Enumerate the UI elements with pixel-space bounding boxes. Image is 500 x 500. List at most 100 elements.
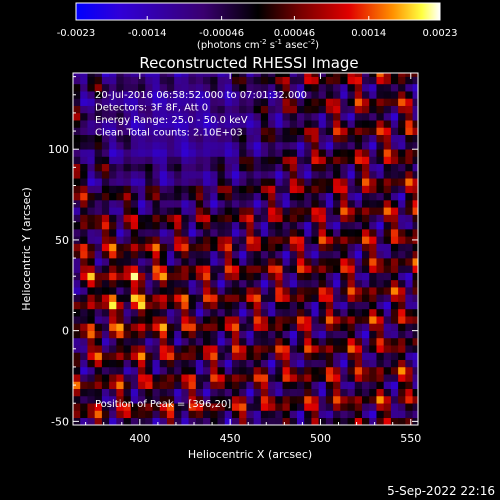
heatmap-cell: [405, 410, 413, 419]
heatmap-cell: [210, 200, 218, 208]
heatmap-cell: [231, 250, 240, 259]
heatmap-cell: [130, 308, 139, 317]
heatmap-cell: [109, 98, 117, 106]
heatmap-cell: [362, 229, 370, 237]
heatmap-cell: [275, 417, 283, 425]
heatmap-cell: [152, 323, 161, 331]
heatmap-cell: [123, 410, 132, 419]
heatmap-cell: [145, 192, 153, 201]
heatmap-cell: [325, 73, 334, 77]
heatmap-cell: [138, 352, 146, 360]
heatmap-cell: [224, 279, 233, 288]
heatmap-cell: [311, 243, 319, 252]
heatmap-cell: [369, 149, 377, 157]
heatmap-cell: [181, 149, 189, 157]
heatmap-cell: [188, 308, 197, 317]
heatmap-cell: [304, 243, 312, 252]
heatmap-cell: [383, 243, 392, 252]
heatmap-cell: [101, 403, 110, 411]
heatmap-cell: [268, 359, 276, 368]
heatmap-cell: [260, 200, 269, 208]
heatmap-cell: [174, 112, 182, 121]
heatmap-cell: [101, 149, 110, 157]
heatmap-cell: [239, 359, 247, 368]
heatmap-cell: [224, 359, 233, 368]
heatmap-cell: [347, 91, 356, 99]
heatmap-cell: [101, 316, 110, 324]
heatmap-cell: [260, 345, 269, 353]
heatmap-cell: [362, 73, 370, 77]
heatmap-cell: [369, 265, 377, 273]
heatmap-cell: [340, 395, 348, 404]
heatmap-cell: [94, 316, 103, 324]
heatmap-cell: [188, 374, 197, 382]
heatmap-cell: [354, 243, 363, 252]
heatmap-cell: [195, 301, 204, 310]
heatmap-cell: [253, 366, 262, 375]
heatmap-cell: [174, 170, 182, 179]
heatmap-cell: [101, 127, 110, 135]
heatmap-cell: [123, 374, 132, 382]
heatmap-cell: [87, 178, 95, 186]
heatmap-cell: [152, 98, 161, 106]
heatmap-cell: [224, 272, 233, 281]
heatmap-cell: [304, 221, 312, 230]
heatmap-cell: [369, 359, 377, 368]
heatmap-cell: [369, 156, 377, 165]
heatmap-cell: [253, 395, 262, 404]
heatmap-cell: [340, 192, 348, 201]
heatmap-cell: [73, 395, 81, 404]
heatmap-cell: [87, 395, 95, 404]
heatmap-cell: [87, 294, 95, 302]
heatmap-cell: [376, 134, 384, 143]
heatmap-cell: [130, 156, 139, 165]
heatmap-cell: [159, 410, 168, 419]
heatmap-cell: [318, 272, 327, 281]
heatmap-cell: [282, 163, 291, 172]
heatmap-cell: [188, 73, 197, 77]
heatmap-cell: [130, 243, 139, 252]
heatmap-cell: [210, 366, 218, 375]
heatmap-cell: [166, 258, 175, 266]
heatmap-cell: [340, 374, 348, 382]
heatmap-cell: [130, 127, 139, 135]
heatmap-cell: [268, 316, 276, 324]
heatmap-cell: [304, 410, 312, 419]
heatmap-cell: [398, 323, 406, 331]
heatmap-cell: [159, 221, 168, 230]
heatmap-cell: [94, 395, 103, 404]
heatmap-cell: [354, 330, 363, 339]
heatmap-cell: [145, 200, 153, 208]
heatmap-cell: [304, 127, 312, 135]
heatmap-cell: [87, 316, 95, 324]
heatmap-cell: [268, 381, 276, 390]
heatmap-cell: [376, 185, 384, 194]
heatmap-cell: [405, 294, 413, 302]
heatmap-cell: [174, 185, 182, 194]
heatmap-cell: [231, 91, 240, 99]
heatmap-cell: [116, 141, 124, 150]
colorbar-tick-label: 0.0023: [423, 28, 458, 39]
heatmap-cell: [304, 417, 312, 425]
heatmap-cell: [73, 192, 81, 201]
heatmap-cell: [376, 83, 384, 92]
footer-date: 5-Sep-2022 22:16: [387, 484, 495, 498]
heatmap-cell: [101, 265, 110, 273]
heatmap-cell: [210, 381, 218, 390]
heatmap-cell: [224, 308, 233, 317]
heatmap-cell: [130, 258, 139, 266]
heatmap-cell: [268, 243, 276, 252]
heatmap-cell: [239, 410, 247, 419]
heatmap-cell: [94, 73, 103, 77]
heatmap-cell: [94, 258, 103, 266]
heatmap-cell: [188, 352, 197, 360]
heatmap-cell: [181, 127, 189, 135]
heatmap-cell: [383, 214, 392, 223]
heatmap-cell: [152, 105, 161, 114]
heatmap-cell: [304, 287, 312, 295]
heatmap-cell: [80, 185, 88, 194]
heatmap-cell: [166, 272, 175, 281]
heatmap-cell: [217, 156, 226, 165]
heatmap-cell: [73, 200, 81, 208]
heatmap-cell: [282, 337, 291, 346]
